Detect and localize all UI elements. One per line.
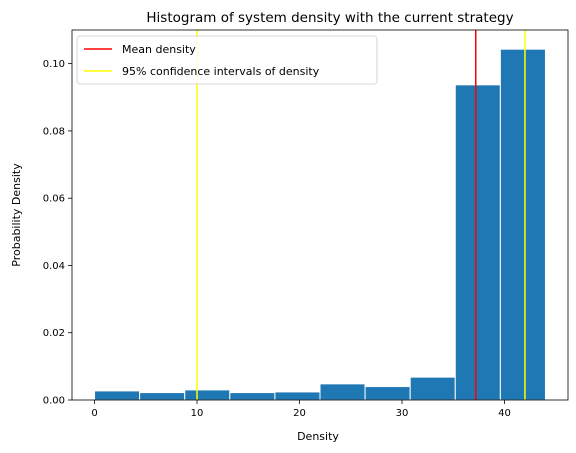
y-tick-label: 0.04 xyxy=(43,261,65,272)
y-axis-label: Probability Density xyxy=(10,163,23,267)
reference-lines-group xyxy=(196,30,526,400)
x-tick-label: 40 xyxy=(498,408,511,419)
histogram-bar xyxy=(409,376,456,401)
plot-frame xyxy=(71,29,569,401)
histogram-bar xyxy=(319,383,366,401)
histogram-bar xyxy=(274,391,321,401)
y-tick-label: 0.00 xyxy=(43,396,65,407)
y-axis-ticks: 0.00 0.02 0.04 0.06 0.08 0.10 xyxy=(43,59,72,407)
x-tick-label: 0 xyxy=(91,408,97,419)
histogram-bar xyxy=(184,389,231,401)
x-axis-label: Density xyxy=(297,430,339,443)
legend-mean-label: Mean density xyxy=(122,43,196,56)
histogram-bar xyxy=(499,48,546,401)
histogram-bar xyxy=(364,386,411,401)
y-tick-label: 0.02 xyxy=(43,328,65,339)
x-tick-label: 20 xyxy=(293,408,306,419)
x-tick-label: 30 xyxy=(396,408,409,419)
y-tick-label: 0.08 xyxy=(43,126,65,137)
y-tick-label: 0.06 xyxy=(43,194,65,205)
x-tick-label: 10 xyxy=(191,408,204,419)
chart-title: Histogram of system density with the cur… xyxy=(146,10,513,26)
histogram-bar xyxy=(454,84,501,401)
x-axis-ticks: 0 10 20 30 40 xyxy=(91,400,511,419)
histogram-bar xyxy=(94,390,141,401)
histogram-bar xyxy=(139,392,186,401)
histogram-bar xyxy=(229,392,276,401)
bars-group xyxy=(94,48,546,401)
legend-box xyxy=(76,35,378,85)
y-tick-label: 0.10 xyxy=(43,59,65,70)
legend-ci-label: 95% confidence intervals of density xyxy=(122,65,320,78)
legend: Mean density 95% confidence intervals of… xyxy=(76,35,378,85)
